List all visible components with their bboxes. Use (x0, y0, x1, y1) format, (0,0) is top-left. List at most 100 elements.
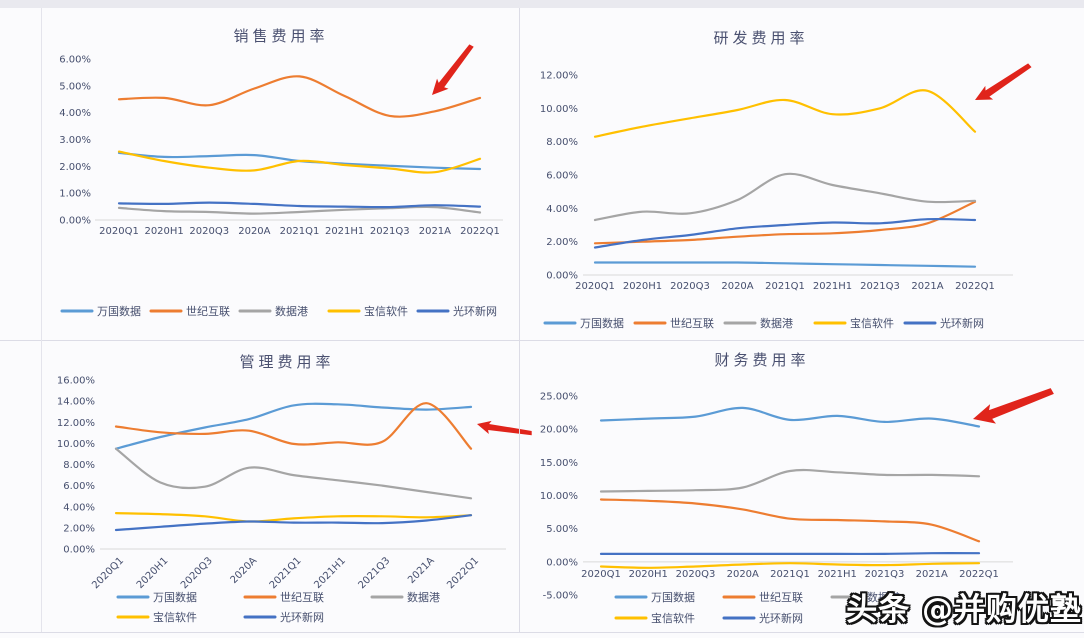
x-tick-label: 2022Q1 (460, 226, 500, 237)
chart-admin-expense-ratio: 管理费用率 16.00% 14.00% 12.00% 10.00% 8.00% 6.00% 4… (57, 353, 532, 624)
legend-label: 世纪互联 (759, 591, 803, 604)
chart-finance-expense-ratio: 财务费用率 25.00% 20.00% 15.00% 10.00% 5.00% 0.00% -… (540, 351, 1054, 625)
y-tick-label: 15.00% (540, 458, 578, 469)
x-tick-label: 2021Q1 (770, 569, 810, 580)
top-band (0, 0, 1084, 8)
legend-label: 万国数据 (153, 590, 197, 604)
series-line-gds (599, 406, 981, 428)
x-tick-label: 2021Q3 (860, 281, 900, 292)
series-line-vnet (117, 75, 482, 118)
x-tick-label: 2021Q3 (357, 555, 393, 591)
x-tick-label: 2020Q3 (179, 555, 215, 591)
y-tick-label: 12.00% (540, 71, 578, 82)
legend-label: 宝信软件 (850, 316, 894, 330)
y-tick-label: 1.00% (59, 189, 91, 200)
series-line-baosight (117, 150, 482, 174)
x-tick-label: 2021H1 (813, 281, 852, 292)
series-line-athub (593, 172, 977, 222)
x-tick-label: 2020Q3 (670, 281, 710, 292)
legend-label: 数据港 (275, 304, 308, 318)
trend-arrow-icon (432, 44, 474, 95)
x-tick-label: 2022Q1 (955, 281, 995, 292)
y-tick-label: 4.00% (546, 204, 578, 215)
x-tick-label: 2020H1 (144, 226, 183, 237)
y-tick-label: 0.00% (546, 557, 578, 568)
legend-label: 宝信软件 (153, 610, 197, 624)
legend-label: 光环新网 (759, 611, 803, 625)
series-line-vnet (114, 402, 473, 450)
x-tick-label: 2020H1 (623, 281, 662, 292)
y-tick-label: 20.00% (540, 425, 578, 436)
legend-label: 光环新网 (940, 316, 984, 330)
trend-arrow-icon (477, 420, 532, 436)
legend-item-athub: 数据港 (723, 316, 793, 330)
x-tick-label: 2020Q1 (90, 555, 126, 591)
chart-title: 销售费用率 (233, 27, 328, 45)
x-tick-label: 2020Q1 (581, 569, 621, 580)
y-tick-label: 4.00% (59, 108, 91, 119)
legend-label: 数据港 (867, 590, 900, 604)
y-tick-label: 8.00% (63, 460, 95, 471)
x-tick-label: 2020Q1 (575, 281, 615, 292)
series-line-sinnet (599, 552, 981, 556)
series-line-baosight (599, 562, 981, 569)
y-tick-label: 2.00% (59, 162, 91, 173)
chart-rd-expense-ratio: 研发费用率 12.00% 10.00% 8.00% 6.00% 4.00% 2.00% 0.0… (540, 29, 1032, 330)
legend-item-gds: 万国数据 (614, 590, 695, 604)
y-tick-label: -5.00% (543, 591, 578, 602)
x-tick-label: 2020A (727, 569, 759, 580)
legend-item-athub: 数据港 (238, 304, 308, 318)
legend-label: 光环新网 (280, 610, 324, 624)
x-tick-label: 2021H1 (325, 226, 364, 237)
x-tick-label: 2022Q1 (959, 569, 999, 580)
y-tick-label: 0.00% (59, 216, 91, 227)
x-tick-label: 2020Q1 (99, 226, 139, 237)
legend-label: 万国数据 (580, 316, 624, 330)
x-tick-label: 2021H1 (818, 569, 857, 580)
x-tick-label: 2020A (721, 281, 753, 292)
legend-label: 万国数据 (97, 304, 141, 318)
y-tick-label: 14.00% (57, 397, 95, 408)
series-line-sinnet (117, 201, 482, 209)
legend-item-athub: 数据港 (830, 590, 900, 604)
chart-title: 财务费用率 (714, 351, 809, 369)
series-line-baosight (114, 512, 473, 523)
x-tick-label: 2021Q1 (268, 555, 304, 591)
y-tick-label: 3.00% (59, 135, 91, 146)
y-tick-label: 12.00% (57, 418, 95, 429)
x-tick-label: 2020A (229, 555, 260, 586)
x-tick-label: 2021Q3 (370, 226, 410, 237)
y-tick-label: 10.00% (540, 104, 578, 115)
y-tick-label: 8.00% (546, 137, 578, 148)
y-tick-label: 4.00% (63, 502, 95, 513)
x-tick-label: 2021Q1 (765, 281, 805, 292)
panel-divider-horizontal (0, 340, 1084, 341)
x-tick-label: 2021A (916, 569, 948, 580)
series-line-sinnet (114, 514, 473, 532)
series-line-vnet (593, 200, 977, 245)
y-tick-label: 5.00% (546, 524, 578, 535)
panel-divider-vertical (519, 8, 520, 632)
legend-item-sinnet: 光环新网 (243, 610, 324, 624)
x-tick-label: 2021A (911, 281, 943, 292)
legend-item-baosight: 宝信软件 (813, 316, 894, 330)
legend-item-baosight: 宝信软件 (327, 304, 408, 318)
legend-item-sinnet: 光环新网 (903, 316, 984, 330)
x-tick-label: 2021H1 (312, 555, 348, 591)
legend-item-athub: 数据港 (370, 590, 440, 604)
legend-item-vnet: 世纪互联 (633, 317, 714, 330)
x-tick-label: 2020H1 (135, 555, 171, 591)
y-tick-label: 2.00% (63, 523, 95, 534)
y-tick-label: 16.00% (57, 376, 95, 387)
legend-item-baosight: 宝信软件 (614, 611, 695, 625)
y-tick-label: 6.00% (63, 481, 95, 492)
y-tick-label: 10.00% (540, 491, 578, 502)
legend-label: 宝信软件 (364, 304, 408, 318)
legend-label: 数据港 (760, 316, 793, 330)
x-tick-label: 2021Q3 (865, 569, 905, 580)
series-line-gds (593, 261, 977, 268)
legend-item-baosight: 宝信软件 (116, 610, 197, 624)
series-line-vnet (599, 498, 981, 543)
